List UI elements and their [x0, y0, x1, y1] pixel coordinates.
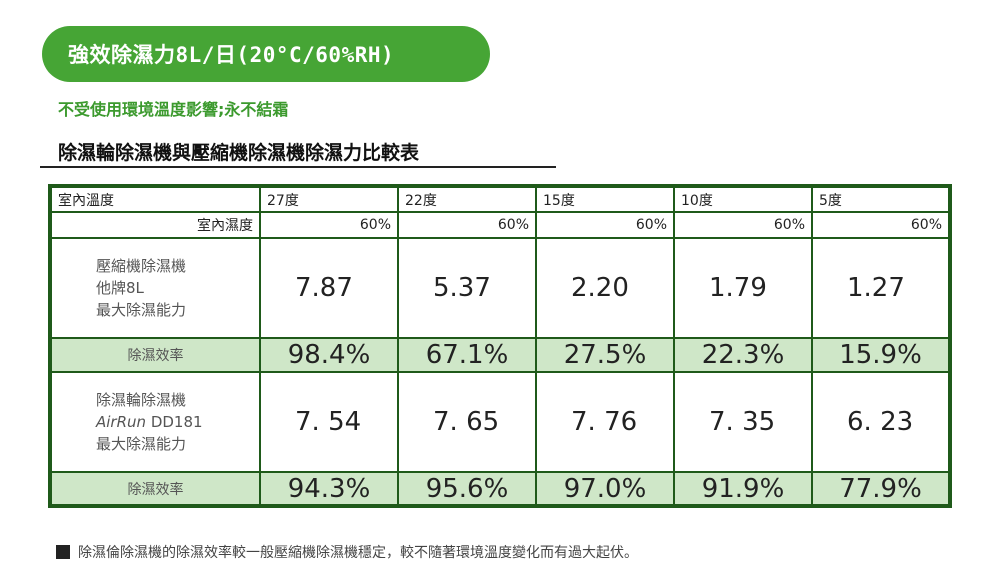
capacity-value: 7.87	[259, 237, 399, 339]
temperature-cell: 15度	[535, 185, 675, 213]
humidity-cell: 60%	[535, 211, 675, 239]
efficiency-value: 95.6%	[397, 471, 537, 507]
efficiency-value: 22.3%	[673, 337, 813, 373]
temperature-row: 室內溫度 27度 22度 15度 10度 5度	[49, 185, 951, 213]
compressor-label-line: 壓縮機除濕機	[96, 257, 187, 275]
desiccant-label: 除濕輪除濕機 AirRun DD181 最大除濕能力	[49, 371, 261, 473]
efficiency-label: 除濕效率	[49, 471, 261, 507]
table-title: 除濕輪除濕機與壓縮機除濕機除濕力比較表	[58, 142, 420, 164]
compressor-label-line: 他牌8L	[96, 279, 144, 297]
efficiency-value: 27.5%	[535, 337, 675, 373]
compressor-label-line: 最大除濕能力	[96, 301, 187, 319]
temperature-label: 室內溫度	[49, 185, 261, 213]
compressor-capacity-row: 壓縮機除濕機 他牌8L 最大除濕能力 7.87 5.37 2.20 1.79 1…	[49, 237, 951, 339]
efficiency-value: 77.9%	[811, 471, 951, 507]
humidity-cell: 60%	[673, 211, 813, 239]
compressor-label: 壓縮機除濕機 他牌8L 最大除濕能力	[49, 237, 261, 339]
efficiency-value: 91.9%	[673, 471, 813, 507]
subtitle: 不受使用環境溫度影響;永不結霜	[58, 100, 289, 119]
capacity-value: 2.20	[535, 237, 675, 339]
desiccant-label-model: AirRun DD181	[96, 411, 259, 433]
humidity-cell: 60%	[259, 211, 399, 239]
efficiency-value: 67.1%	[397, 337, 537, 373]
capacity-value: 7. 54	[259, 371, 399, 473]
efficiency-value: 15.9%	[811, 337, 951, 373]
model-brand: AirRun	[96, 413, 147, 431]
humidity-row: 室內濕度 60% 60% 60% 60% 60%	[49, 211, 951, 239]
desiccant-label-line: 最大除濕能力	[96, 435, 187, 453]
capacity-banner-text: 強效除濕力8L/日(20°C/60%RH)	[68, 43, 395, 67]
desiccant-capacity-row: 除濕輪除濕機 AirRun DD181 最大除濕能力 7. 54 7. 65 7…	[49, 371, 951, 473]
capacity-value: 7. 76	[535, 371, 675, 473]
efficiency-value: 98.4%	[259, 337, 399, 373]
capacity-value: 5.37	[397, 237, 537, 339]
efficiency-label: 除濕效率	[49, 337, 261, 373]
comparison-table: 室內溫度 27度 22度 15度 10度 5度 室內濕度 60% 60% 60%…	[48, 184, 952, 508]
capacity-value: 7. 35	[673, 371, 813, 473]
temperature-cell: 10度	[673, 185, 813, 213]
footnote-text: 除濕倫除濕機的除濕效率較一般壓縮機除濕機穩定，較不隨著環境溫度變化而有過大起伏。	[78, 545, 638, 561]
temperature-cell: 5度	[811, 185, 951, 213]
title-underline	[40, 166, 556, 168]
capacity-value: 7. 65	[397, 371, 537, 473]
capacity-value: 1.79	[673, 237, 813, 339]
humidity-cell: 60%	[397, 211, 537, 239]
temperature-cell: 27度	[259, 185, 399, 213]
efficiency-value: 97.0%	[535, 471, 675, 507]
compressor-efficiency-row: 除濕效率 98.4% 67.1% 27.5% 22.3% 15.9%	[49, 337, 951, 373]
temperature-cell: 22度	[397, 185, 537, 213]
desiccant-efficiency-row: 除濕效率 94.3% 95.6% 97.0% 91.9% 77.9%	[49, 471, 951, 507]
humidity-cell: 60%	[811, 211, 951, 239]
footnote: 除濕倫除濕機的除濕效率較一般壓縮機除濕機穩定，較不隨著環境溫度變化而有過大起伏。	[56, 542, 638, 562]
humidity-label: 室內濕度	[49, 211, 261, 239]
square-bullet-icon	[56, 545, 70, 559]
capacity-value: 1.27	[811, 237, 951, 339]
model-number: DD181	[146, 413, 203, 431]
desiccant-label-line: 除濕輪除濕機	[96, 391, 187, 409]
capacity-value: 6. 23	[811, 371, 951, 473]
efficiency-value: 94.3%	[259, 471, 399, 507]
capacity-banner: 強效除濕力8L/日(20°C/60%RH)	[42, 26, 490, 82]
